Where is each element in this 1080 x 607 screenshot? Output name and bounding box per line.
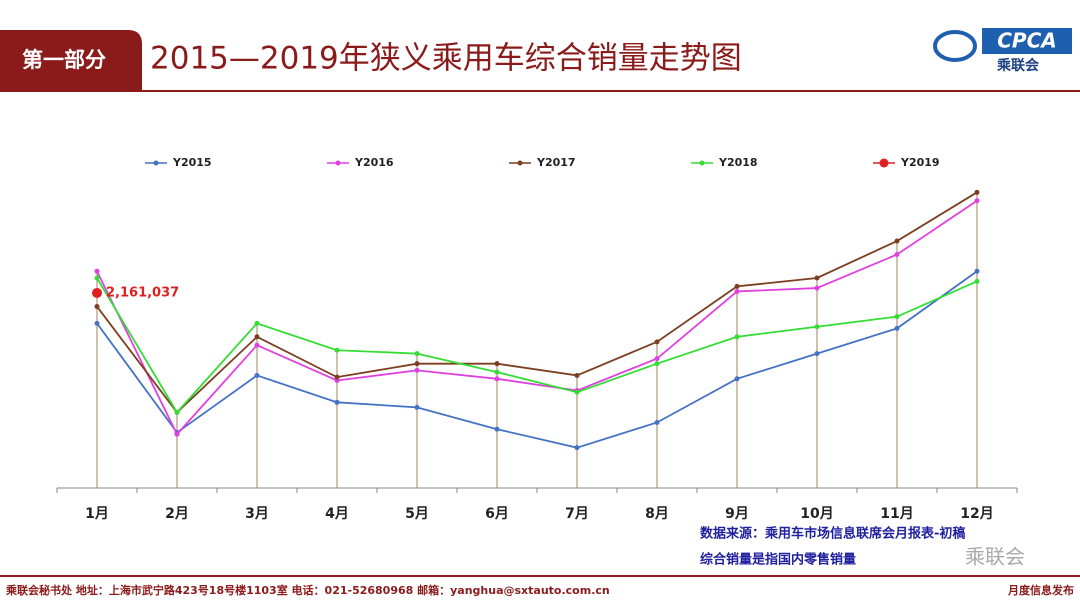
data-point — [254, 342, 260, 348]
legend-marker — [335, 160, 341, 166]
x-tick-label: 7月 — [565, 506, 589, 522]
x-tick-label: 4月 — [325, 506, 349, 522]
watermark: 乘联会 — [965, 545, 1025, 569]
data-point — [974, 278, 980, 284]
data-point — [94, 275, 100, 281]
data-point — [734, 334, 740, 340]
legend-marker — [699, 160, 705, 166]
data-point — [254, 372, 260, 378]
data-point — [814, 351, 820, 357]
x-tick-label: 11月 — [880, 506, 913, 522]
legend-marker — [153, 160, 159, 166]
logo-mark — [933, 30, 977, 62]
data-point — [334, 374, 340, 380]
x-tick-label: 3月 — [245, 506, 269, 522]
data-point — [254, 334, 260, 340]
logo-box — [982, 28, 1072, 54]
x-tick-label: 9月 — [725, 506, 749, 522]
data-point — [654, 356, 660, 362]
data-point — [334, 399, 340, 405]
data-point — [894, 314, 900, 320]
legend-marker — [517, 160, 523, 166]
data-point — [734, 288, 740, 294]
legend-label: Y2015 — [172, 156, 212, 169]
definition-note: 综合销量是指国内零售销量 — [700, 552, 856, 568]
data-point — [414, 351, 420, 357]
data-point — [334, 347, 340, 353]
source-note: 数据来源：乘用车市场信息联席会月报表-初稿 — [700, 526, 965, 542]
data-point — [654, 361, 660, 367]
data-point — [974, 189, 980, 195]
data-point — [92, 287, 102, 298]
data-point — [814, 324, 820, 330]
x-tick-label: 6月 — [485, 506, 509, 522]
data-point — [174, 431, 180, 437]
data-point — [814, 275, 820, 281]
section-label: 第一部分 — [22, 48, 106, 72]
logo-text: CPCA — [997, 29, 1057, 53]
data-point — [654, 339, 660, 345]
data-point — [654, 419, 660, 425]
series-line — [96, 270, 978, 449]
data-point — [414, 361, 420, 367]
data-point — [254, 320, 260, 326]
data-point — [494, 376, 500, 382]
data-point — [974, 198, 980, 204]
data-point — [574, 372, 580, 378]
data-point — [94, 320, 100, 326]
logo-sub: 乘联会 — [996, 57, 1040, 74]
x-tick-label: 12月 — [960, 506, 993, 522]
section-tab — [0, 30, 142, 90]
data-point — [94, 268, 100, 274]
data-point — [894, 325, 900, 331]
x-tick-label: 10月 — [800, 506, 833, 522]
data-point — [734, 376, 740, 382]
x-tick-label: 5月 — [405, 506, 429, 522]
legend-label: Y2017 — [536, 156, 576, 169]
footer-left: 乘联会秘书处 地址：上海市武宁路423号18号楼1103室 电话：021-526… — [5, 583, 610, 597]
data-point — [94, 304, 100, 310]
footer-right: 月度信息发布 — [1007, 583, 1074, 597]
data-point — [414, 404, 420, 410]
data-point — [974, 268, 980, 274]
legend-marker — [879, 158, 889, 168]
x-tick-label: 1月 — [85, 506, 109, 522]
legend-label: Y2018 — [718, 156, 758, 169]
data-label: 2,161,037 — [106, 285, 179, 300]
data-point — [174, 409, 180, 415]
data-point — [414, 367, 420, 373]
series-line — [96, 199, 978, 436]
series-line — [96, 277, 978, 414]
x-tick-label: 8月 — [645, 506, 669, 522]
data-point — [894, 251, 900, 257]
data-point — [894, 238, 900, 244]
data-point — [574, 445, 580, 451]
series-line — [96, 191, 978, 414]
x-tick-label: 2月 — [165, 506, 189, 522]
legend-label: Y2016 — [354, 156, 394, 169]
chart-title: 2015—2019年狭义乘用车综合销量走势图 — [150, 41, 742, 77]
data-point — [734, 283, 740, 289]
data-point — [574, 389, 580, 395]
data-point — [494, 369, 500, 375]
legend-label: Y2019 — [900, 156, 940, 169]
data-point — [494, 361, 500, 367]
data-point — [814, 285, 820, 291]
data-point — [494, 426, 500, 432]
